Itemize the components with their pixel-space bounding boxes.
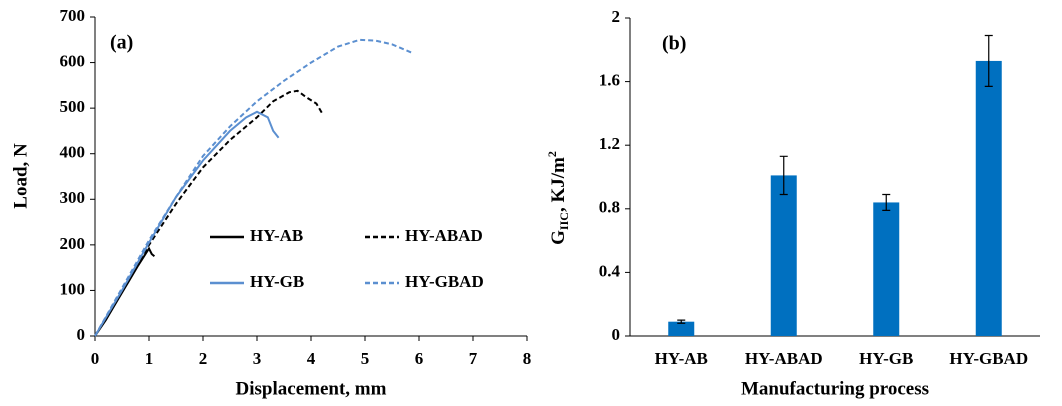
x-tick-label: 2 — [199, 349, 208, 368]
x-tick-label: 5 — [361, 349, 370, 368]
y-tick-label: 100 — [60, 279, 86, 298]
y-tick-label: 2 — [612, 7, 621, 26]
error-bar — [677, 319, 686, 324]
x-tick-label: HY-AB — [655, 349, 708, 368]
legend-label: HY-GB — [250, 272, 304, 291]
y-tick-label: 0.4 — [599, 261, 621, 280]
y-axis-title: Load, N — [10, 143, 31, 209]
series-line — [94, 110, 280, 337]
legend-label: HY-GBAD — [405, 272, 484, 291]
error-bar — [779, 155, 788, 196]
y-tick-label: 500 — [60, 97, 86, 116]
y-tick-label: 1.2 — [599, 134, 620, 153]
y-tick-label: 0 — [77, 325, 86, 344]
series-line — [94, 38, 414, 337]
error-bar — [984, 34, 993, 87]
x-tick-label: 3 — [253, 349, 262, 368]
bar — [770, 175, 797, 336]
y-tick-label: 200 — [60, 234, 86, 253]
y-tick-label: 400 — [60, 143, 86, 162]
bar — [975, 60, 1002, 337]
x-tick-label: 1 — [145, 349, 154, 368]
y-title-part: G — [548, 230, 569, 245]
y-tick-label: 0.8 — [599, 198, 620, 217]
panel-label: (a) — [110, 32, 133, 54]
x-tick-label: 7 — [469, 349, 478, 368]
x-axis-title: Displacement, mm — [236, 378, 387, 399]
legend-label: HY-AB — [250, 226, 303, 245]
y-title-part: , KJ/m — [548, 157, 569, 212]
series-line — [94, 246, 156, 337]
error-bar — [882, 193, 891, 211]
y-title-subscript: IIC — [557, 212, 571, 230]
x-tick-label: 0 — [91, 349, 100, 368]
bar — [873, 202, 900, 336]
x-tick-label: HY-ABAD — [745, 349, 823, 368]
x-tick-label: HY-GB — [859, 349, 913, 368]
y-tick-label: 0 — [612, 325, 621, 344]
x-tick-label: HY-GBAD — [949, 349, 1028, 368]
y-tick-label: 700 — [60, 6, 86, 25]
x-tick-label: 8 — [523, 349, 532, 368]
y-tick-label: 1.6 — [599, 71, 620, 90]
bar — [668, 321, 695, 336]
x-axis-title: Manufacturing process — [741, 378, 929, 399]
y-tick-label: 600 — [60, 51, 86, 70]
x-tick-label: 4 — [307, 349, 316, 368]
y-title-superscript: 2 — [545, 151, 559, 157]
series-line — [94, 89, 323, 337]
y-tick-label: 300 — [60, 188, 86, 207]
legend-label: HY-ABAD — [405, 226, 483, 245]
y-axis-title: GIIC, KJ/m2 — [545, 151, 571, 245]
panel-label: (b) — [662, 33, 686, 55]
x-tick-label: 6 — [415, 349, 424, 368]
